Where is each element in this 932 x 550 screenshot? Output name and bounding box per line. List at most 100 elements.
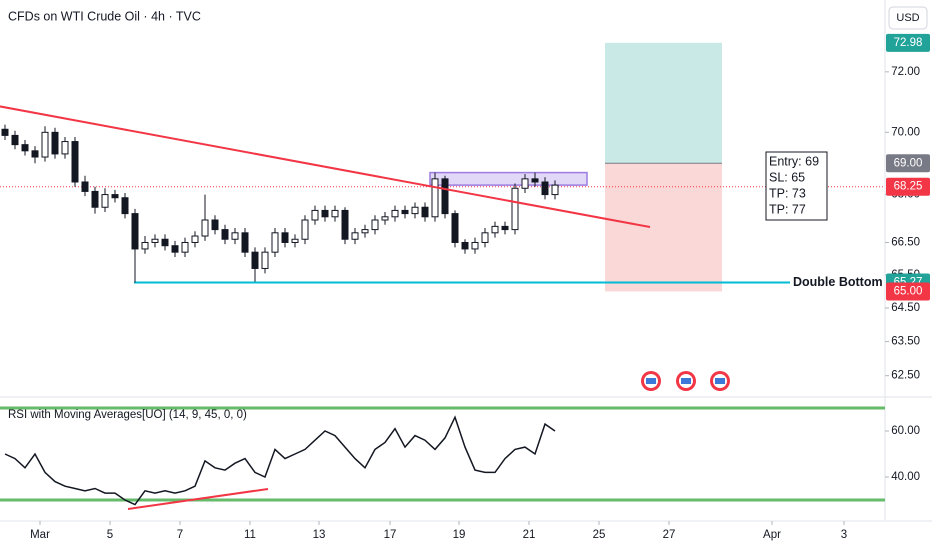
position-note-box bbox=[765, 151, 828, 221]
rsi-line bbox=[4, 415, 556, 506]
x-tick-label: 3 bbox=[841, 529, 847, 541]
profit-zone bbox=[605, 42, 722, 164]
price-badge-label: 72.98 bbox=[894, 37, 923, 49]
candle-body bbox=[451, 213, 459, 243]
candle-body bbox=[521, 178, 529, 189]
y-tick-label: 62.50 bbox=[891, 370, 920, 382]
candle-body bbox=[181, 241, 189, 253]
candle-body bbox=[131, 213, 139, 250]
candle-body bbox=[531, 178, 539, 183]
price-badge bbox=[886, 177, 930, 196]
resistance-zone bbox=[429, 171, 588, 186]
candle-body bbox=[191, 235, 199, 243]
price-badge bbox=[886, 282, 930, 301]
y-tick-label: 70.00 bbox=[891, 126, 920, 138]
rsi-title: RSI with Moving Averages[UO] (14, 9, 45,… bbox=[8, 409, 247, 421]
event-icon[interactable] bbox=[676, 371, 696, 391]
candle-body bbox=[501, 225, 509, 231]
candle-body bbox=[21, 144, 29, 152]
candle-body bbox=[311, 209, 319, 221]
trendline bbox=[0, 105, 651, 229]
candle-body bbox=[551, 184, 559, 196]
candle-body bbox=[411, 206, 419, 215]
candle-body bbox=[71, 141, 79, 183]
y-tick-label: 66.50 bbox=[891, 237, 920, 249]
candle-body bbox=[461, 241, 469, 250]
candle-body bbox=[481, 232, 489, 243]
candle-body bbox=[91, 190, 99, 208]
x-tick-label: 27 bbox=[663, 529, 676, 541]
candle-body bbox=[421, 206, 429, 218]
candle-body bbox=[251, 251, 259, 269]
candle-body bbox=[211, 219, 219, 231]
candle-body bbox=[341, 209, 349, 240]
position-note: SL: 65 bbox=[769, 170, 805, 184]
candle-body bbox=[541, 181, 549, 196]
candle-body bbox=[511, 187, 519, 231]
candle-body bbox=[161, 238, 169, 247]
candle-body bbox=[101, 194, 109, 208]
event-icon[interactable] bbox=[710, 371, 730, 391]
support-label: Double Bottom bbox=[793, 275, 883, 289]
rsi-tick-label: 60.00 bbox=[891, 425, 920, 437]
x-tick-label: Apr bbox=[763, 529, 781, 541]
x-tick-label: 5 bbox=[107, 529, 113, 541]
candle-body bbox=[201, 219, 209, 237]
candle-body bbox=[31, 150, 39, 158]
candle-body bbox=[281, 232, 289, 243]
candle-body bbox=[331, 209, 339, 218]
candle-body bbox=[491, 225, 499, 234]
position-note: Entry: 69 bbox=[769, 154, 819, 168]
candle-body bbox=[151, 238, 159, 243]
x-tick-label: 7 bbox=[177, 529, 183, 541]
loss-zone bbox=[605, 163, 722, 292]
y-tick-label: 63.50 bbox=[891, 336, 920, 348]
candle-body bbox=[121, 197, 129, 215]
candle-body bbox=[1, 128, 9, 136]
y-tick-label: 72.00 bbox=[891, 66, 920, 78]
x-tick-label: 19 bbox=[453, 529, 466, 541]
candle-body bbox=[441, 178, 449, 215]
currency-button[interactable] bbox=[888, 6, 928, 30]
candle-body bbox=[141, 241, 149, 250]
price-badge bbox=[886, 154, 930, 173]
candle-body bbox=[41, 131, 49, 158]
candle-body bbox=[471, 241, 479, 250]
y-tick-label: 64.50 bbox=[891, 302, 920, 314]
currency[interactable]: USD bbox=[896, 12, 919, 24]
candle-body bbox=[371, 219, 379, 231]
chart-title: CFDs on WTI Crude Oil · 4h · TVC bbox=[8, 9, 201, 23]
candle-body bbox=[81, 181, 89, 192]
candle-body bbox=[381, 216, 389, 221]
price-badge-label: 68.25 bbox=[894, 181, 923, 193]
candle-body bbox=[111, 194, 119, 199]
rsi-trendline bbox=[127, 487, 269, 510]
marks: 72.0070.0068.0066.5065.5064.5063.5062.50… bbox=[0, 33, 930, 541]
candle-body bbox=[61, 141, 69, 155]
price-badge bbox=[886, 33, 930, 52]
candle-body bbox=[361, 229, 369, 234]
candle-body bbox=[301, 219, 309, 240]
candle-body bbox=[321, 209, 329, 218]
candle-body bbox=[271, 232, 279, 253]
candle-body bbox=[51, 131, 59, 155]
x-tick-label: Mar bbox=[30, 529, 50, 541]
candle-body bbox=[11, 134, 19, 146]
x-tick-label: 13 bbox=[313, 529, 326, 541]
candle-body bbox=[261, 251, 269, 269]
x-tick-label: 21 bbox=[523, 529, 536, 541]
candle-body bbox=[221, 229, 229, 240]
price-badge-label: 69.00 bbox=[894, 157, 923, 169]
candle-body bbox=[231, 232, 239, 240]
x-tick-label: 17 bbox=[384, 529, 397, 541]
position-note: TP: 77 bbox=[769, 202, 806, 216]
candle-body bbox=[291, 238, 299, 243]
price-badge-label: 65.00 bbox=[894, 285, 923, 297]
candle-body bbox=[391, 209, 399, 218]
event-icon[interactable] bbox=[641, 371, 661, 391]
candle-body bbox=[351, 232, 359, 240]
x-tick-label: 25 bbox=[593, 529, 606, 541]
candle-body bbox=[241, 232, 249, 253]
